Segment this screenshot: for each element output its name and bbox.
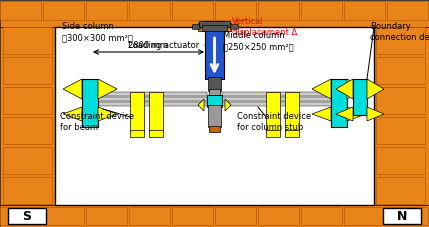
Bar bbox=[344, 1, 385, 20]
Polygon shape bbox=[312, 107, 331, 121]
Bar bbox=[3, 27, 52, 54]
Bar bbox=[130, 92, 144, 132]
Bar bbox=[331, 79, 347, 127]
Bar bbox=[199, 21, 230, 27]
Bar bbox=[209, 89, 220, 97]
Bar bbox=[215, 207, 256, 225]
Polygon shape bbox=[347, 107, 366, 121]
Bar bbox=[149, 130, 163, 137]
Bar bbox=[222, 102, 334, 106]
Text: Side column
（300×300 mm²）: Side column （300×300 mm²） bbox=[62, 22, 133, 42]
Bar bbox=[43, 207, 84, 225]
Text: Loading actuator: Loading actuator bbox=[128, 40, 205, 49]
Bar bbox=[192, 24, 200, 29]
Bar bbox=[0, 207, 41, 225]
Bar bbox=[207, 95, 222, 107]
Bar bbox=[258, 207, 299, 225]
Polygon shape bbox=[63, 107, 82, 121]
Bar bbox=[285, 92, 299, 132]
Bar bbox=[344, 207, 385, 225]
Polygon shape bbox=[63, 79, 82, 99]
Text: S: S bbox=[22, 210, 31, 222]
Bar bbox=[129, 1, 170, 20]
Bar bbox=[3, 177, 52, 204]
Bar bbox=[376, 27, 425, 54]
Bar bbox=[222, 92, 334, 96]
Bar bbox=[55, 27, 374, 205]
Bar bbox=[285, 130, 299, 137]
Bar bbox=[205, 21, 224, 79]
Bar bbox=[230, 24, 238, 29]
Bar bbox=[3, 87, 52, 114]
Bar bbox=[208, 77, 221, 91]
Bar bbox=[43, 1, 84, 20]
Bar bbox=[172, 1, 213, 20]
Bar bbox=[266, 130, 280, 137]
Text: Constraint device
for beam: Constraint device for beam bbox=[60, 112, 134, 132]
Bar bbox=[258, 1, 299, 20]
Text: N: N bbox=[397, 210, 407, 222]
Bar bbox=[86, 1, 127, 20]
Bar bbox=[376, 87, 425, 114]
Bar bbox=[202, 25, 227, 31]
Bar bbox=[95, 97, 207, 101]
Bar bbox=[0, 205, 429, 227]
Bar bbox=[301, 1, 342, 20]
Text: Vertical
displacement Δ: Vertical displacement Δ bbox=[232, 17, 297, 37]
Bar bbox=[376, 117, 425, 144]
Bar bbox=[86, 207, 127, 225]
Bar bbox=[149, 92, 163, 132]
Bar bbox=[129, 207, 170, 225]
Text: Constraint device
for column stub: Constraint device for column stub bbox=[237, 112, 311, 132]
Bar bbox=[0, 0, 429, 27]
Bar bbox=[376, 177, 425, 204]
Text: 2800 mm: 2800 mm bbox=[128, 41, 168, 50]
Polygon shape bbox=[367, 107, 384, 121]
Bar bbox=[387, 1, 428, 20]
Bar bbox=[95, 102, 207, 106]
Bar bbox=[222, 97, 334, 101]
Text: Middle column
（250×250 mm²）: Middle column （250×250 mm²） bbox=[223, 31, 293, 51]
Bar bbox=[3, 147, 52, 174]
Bar bbox=[3, 57, 52, 84]
Polygon shape bbox=[336, 107, 353, 121]
Bar bbox=[208, 105, 221, 127]
Bar bbox=[215, 1, 256, 20]
Bar bbox=[387, 207, 428, 225]
Polygon shape bbox=[98, 79, 117, 99]
Bar bbox=[353, 79, 367, 115]
Bar bbox=[0, 27, 55, 205]
Polygon shape bbox=[312, 79, 331, 99]
Bar bbox=[8, 208, 46, 224]
Bar bbox=[0, 1, 41, 20]
Bar bbox=[376, 57, 425, 84]
Bar bbox=[3, 117, 52, 144]
Bar bbox=[95, 92, 207, 96]
Bar bbox=[209, 126, 220, 132]
Polygon shape bbox=[347, 79, 366, 99]
Polygon shape bbox=[225, 99, 231, 111]
Bar bbox=[266, 92, 280, 132]
Bar bbox=[82, 79, 98, 127]
Polygon shape bbox=[198, 99, 204, 111]
Bar bbox=[130, 130, 144, 137]
Bar bbox=[198, 23, 231, 31]
Bar bbox=[376, 147, 425, 174]
Bar bbox=[172, 207, 213, 225]
Text: Boundary
connection device: Boundary connection device bbox=[370, 22, 429, 42]
Bar bbox=[301, 207, 342, 225]
Polygon shape bbox=[367, 79, 384, 99]
Bar bbox=[374, 27, 429, 205]
Bar bbox=[383, 208, 421, 224]
Polygon shape bbox=[98, 107, 117, 121]
Polygon shape bbox=[336, 79, 353, 99]
